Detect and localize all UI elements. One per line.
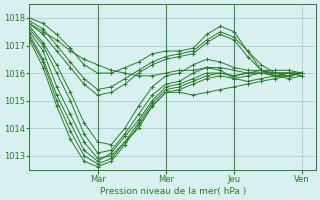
X-axis label: Pression niveau de la mer( hPa ): Pression niveau de la mer( hPa )	[100, 187, 246, 196]
